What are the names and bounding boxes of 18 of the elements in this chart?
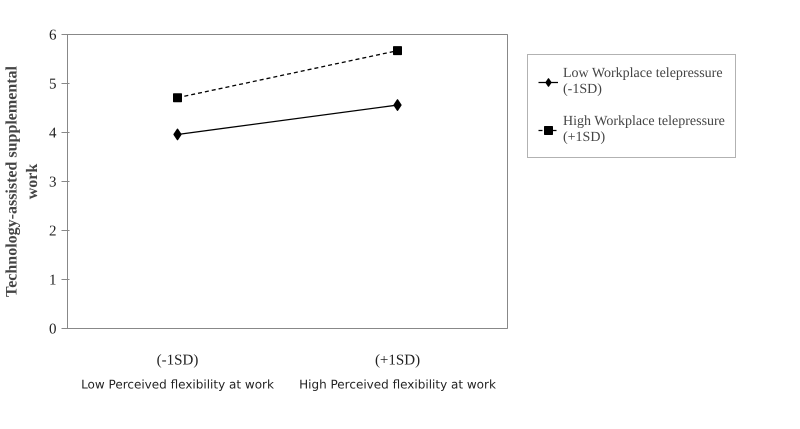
point [173, 93, 182, 102]
y-tick-label: 4 [49, 126, 57, 142]
y-tick-label: 1 [49, 272, 56, 288]
point [393, 99, 402, 112]
point [393, 46, 402, 56]
y-tick-label: 6 [49, 28, 57, 44]
y-tick-label: 3 [49, 174, 56, 190]
y-tick-label: 0 [49, 322, 56, 338]
x-tick-label: (+1SD) [374, 352, 420, 368]
legend-label: Low Workplace telepressure (-1SD) [563, 65, 723, 99]
point [173, 128, 182, 140]
y-axis-title: Technology-assisted supplemental work [4, 65, 41, 297]
y-tick-label: 5 [49, 76, 56, 92]
legend-label: High Workplace telepressure (+1SD) [563, 113, 725, 147]
x-tick-label: (-1SD) [156, 352, 198, 368]
text: High Perceived flexibility at work [299, 378, 496, 392]
y-tick-label: 2 [49, 224, 56, 240]
text: Low Perceived flexibility at work [81, 378, 274, 392]
